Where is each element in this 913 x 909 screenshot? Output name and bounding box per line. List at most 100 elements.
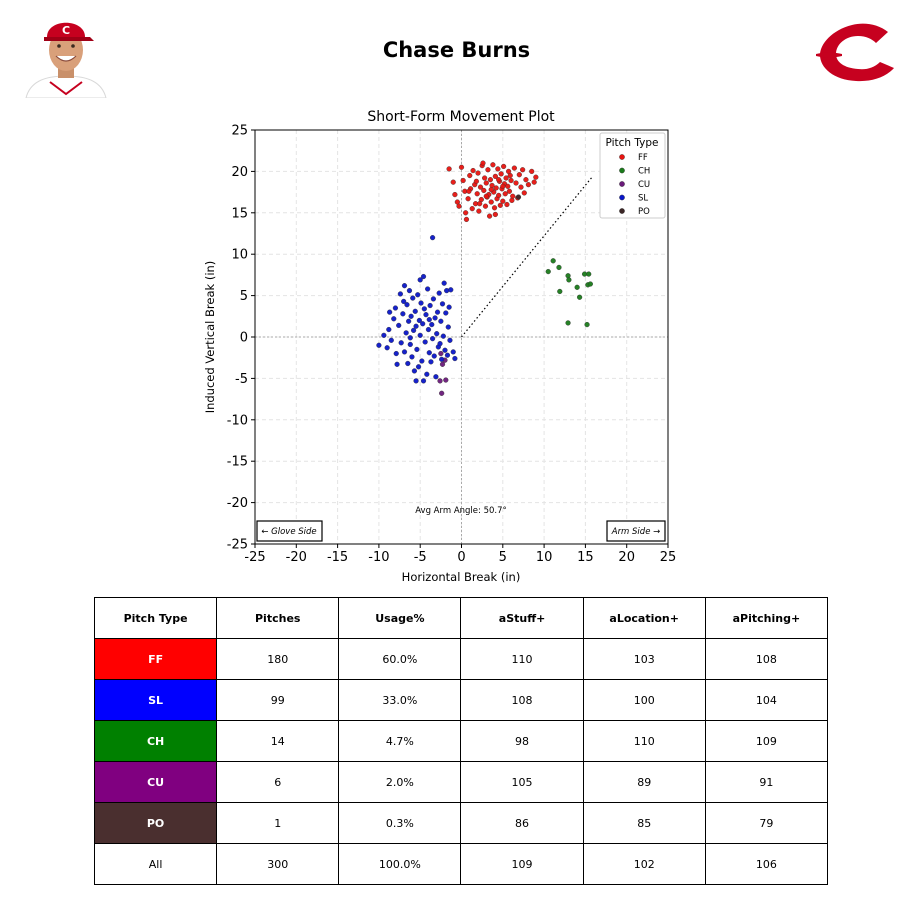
pitches-cell: 300 xyxy=(216,843,340,885)
point-sl xyxy=(420,378,427,384)
svg-text:C: C xyxy=(62,24,70,37)
point-ff xyxy=(466,188,472,194)
point-sl xyxy=(431,353,437,359)
point-sl xyxy=(392,305,399,311)
point-ff xyxy=(504,201,510,208)
alocation-cell: 100 xyxy=(582,679,706,721)
point-sl xyxy=(440,333,446,339)
usage-cell: 0.3% xyxy=(338,802,462,844)
point-ff xyxy=(496,192,502,199)
point-ff xyxy=(507,172,513,179)
alocation-cell: 110 xyxy=(582,720,706,762)
x-tick-label: -20 xyxy=(286,550,307,565)
point-ff xyxy=(511,165,517,171)
pitch-type-cell: CU xyxy=(93,761,218,803)
x-tick-label: 15 xyxy=(577,550,594,565)
legend-label-po: PO xyxy=(638,207,650,217)
point-sl xyxy=(417,277,423,283)
point-sl xyxy=(419,358,425,364)
point-ff xyxy=(483,180,489,186)
point-ff xyxy=(463,210,469,216)
point-cu xyxy=(439,390,445,396)
point-sl xyxy=(417,332,423,338)
point-ff xyxy=(495,166,501,172)
point-ff xyxy=(486,213,493,219)
point-cu xyxy=(439,361,446,367)
glove-side-label: ← Glove Side xyxy=(261,527,316,537)
y-tick-label: 20 xyxy=(231,165,248,180)
movement-plot: -25 -20 -15 -10 -5 0 5 10 15 20 25 -25 -20 -15 -10 -5 0 5… xyxy=(203,109,676,584)
point-sl xyxy=(408,313,414,319)
legend-label-ff: FF xyxy=(638,153,648,163)
table-row: CU 6 2.0% 105 89 91 xyxy=(93,761,829,803)
apitching-cell: 109 xyxy=(704,720,829,762)
pitches-cell: 6 xyxy=(216,761,340,803)
point-ff xyxy=(485,167,491,173)
x-tick-label: 20 xyxy=(618,550,635,565)
point-ch xyxy=(565,320,571,326)
point-ff xyxy=(476,208,482,214)
y-tick-label: -20 xyxy=(227,496,248,511)
chart-title: Short-Form Movement Plot xyxy=(367,109,555,125)
point-ff xyxy=(493,185,499,191)
table-row: FF 180 60.0% 110 103 108 xyxy=(93,638,829,680)
point-ff xyxy=(482,203,489,209)
point-sl xyxy=(391,316,397,322)
apitching-cell: 79 xyxy=(704,802,829,844)
point-sl xyxy=(388,337,394,343)
point-sl xyxy=(444,352,451,358)
point-ff xyxy=(488,187,494,193)
point-sl xyxy=(429,321,435,328)
apitching-cell: 91 xyxy=(704,761,829,803)
point-ff xyxy=(497,202,503,208)
point-sl xyxy=(423,312,429,318)
y-tick-label: -25 xyxy=(227,538,248,553)
point-ch xyxy=(556,264,562,271)
y-tick-label: -10 xyxy=(227,413,248,428)
legend-title: Pitch Type xyxy=(605,137,658,149)
point-sl xyxy=(410,327,417,333)
point-ch xyxy=(584,321,590,328)
point-sl xyxy=(401,349,408,355)
pitch-stats-table: Pitch Type Pitches Usage% aStuff+ aLocat… xyxy=(93,597,829,885)
pitch-type-cell: FF xyxy=(93,638,218,680)
legend-marker-sl xyxy=(619,194,625,201)
point-sl xyxy=(405,360,411,367)
point-sl xyxy=(420,273,427,280)
astuff-cell: 105 xyxy=(460,761,584,803)
point-sl xyxy=(409,354,415,360)
x-tick-label: -5 xyxy=(414,550,427,565)
legend-marker-ch xyxy=(619,167,625,174)
table-row: PO 1 0.3% 86 85 79 xyxy=(93,802,829,844)
point-ch xyxy=(574,284,580,290)
point-ff xyxy=(492,211,498,218)
table-header-row: Pitch Type Pitches Usage% aStuff+ aLocat… xyxy=(93,597,829,639)
pitches-cell: 1 xyxy=(216,802,340,844)
point-sl xyxy=(437,341,443,347)
point-ff xyxy=(521,190,527,196)
point-ff xyxy=(456,203,462,209)
player-name: Chase Burns xyxy=(382,38,531,62)
point-sl xyxy=(434,331,440,337)
point-sl xyxy=(438,318,444,324)
point-ch xyxy=(557,288,563,295)
point-ff xyxy=(509,197,515,203)
point-po xyxy=(515,194,522,200)
point-sl xyxy=(413,378,419,384)
point-ff xyxy=(496,177,502,183)
point-sl xyxy=(403,330,409,336)
point-ff xyxy=(518,184,524,190)
point-sl xyxy=(421,306,427,312)
point-ff xyxy=(500,198,506,204)
point-ff xyxy=(483,193,489,199)
point-sl xyxy=(416,317,422,324)
arm-angle-annotation: Avg Arm Angle: 50.7° xyxy=(415,506,507,516)
y-tick-label: -5 xyxy=(235,372,248,387)
point-sl xyxy=(432,315,438,321)
pitch-type-cell: PO xyxy=(93,802,218,844)
header-pitch-type: Pitch Type xyxy=(93,597,218,639)
point-ff xyxy=(474,191,480,197)
arm-side-label: Arm Side → xyxy=(611,527,661,537)
x-tick-label: 0 xyxy=(457,550,465,565)
pitches-cell: 99 xyxy=(216,679,340,721)
